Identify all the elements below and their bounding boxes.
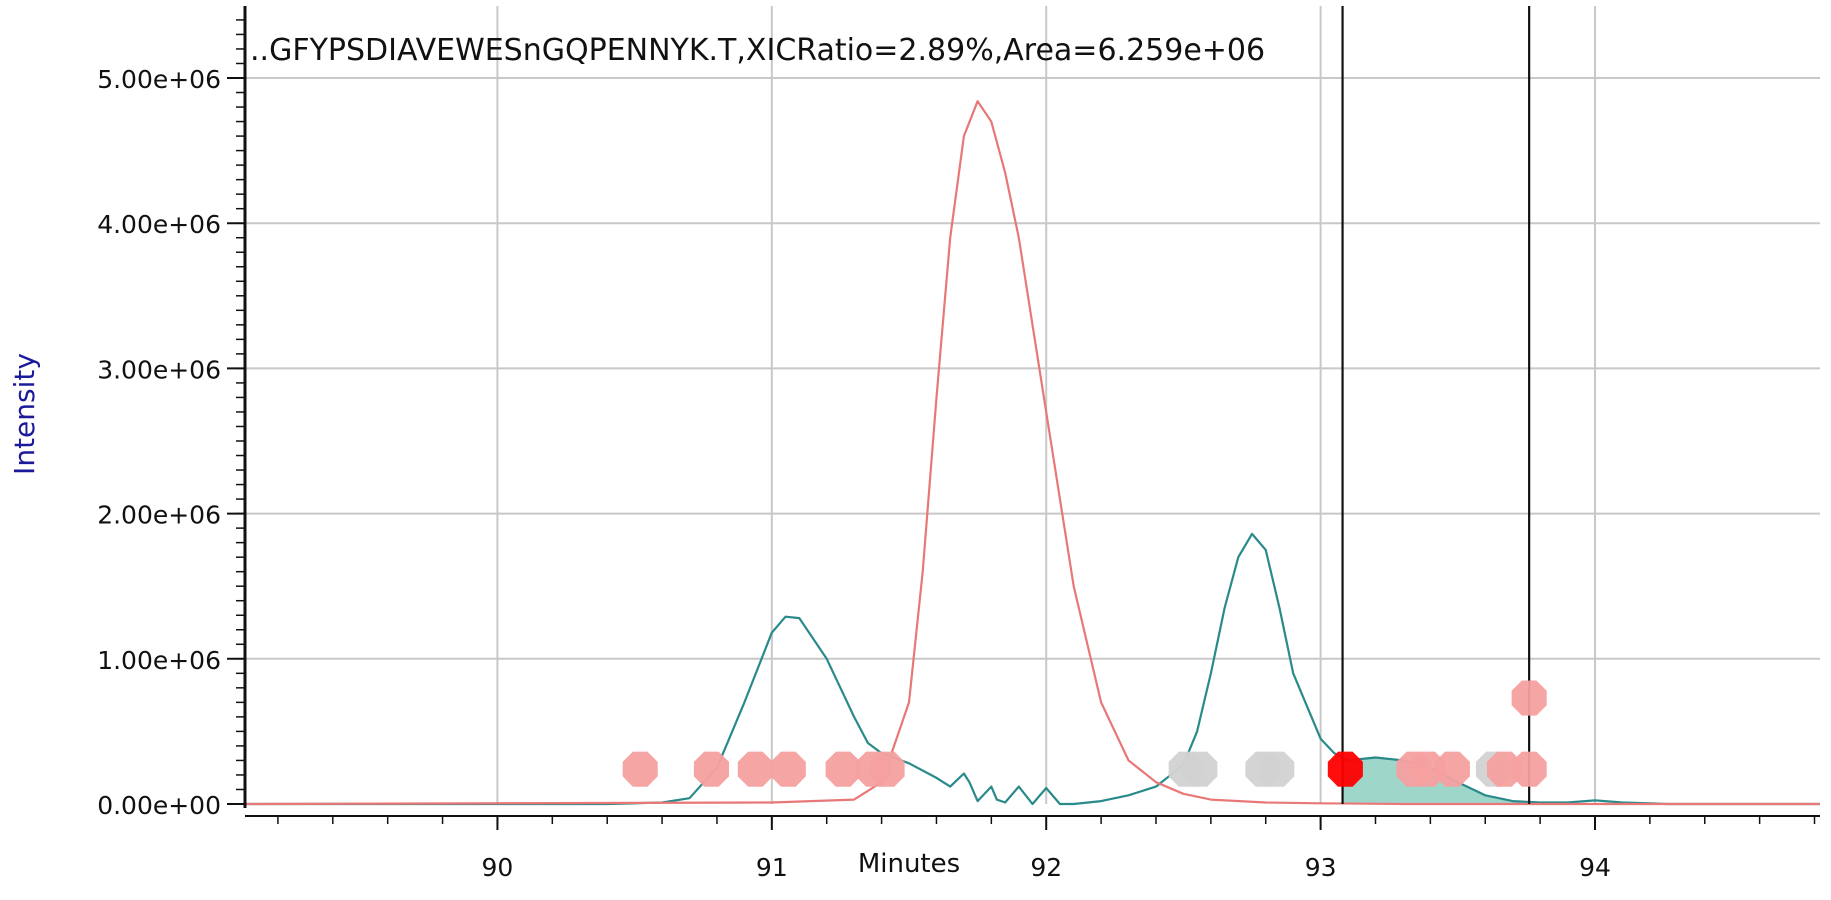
y-tick-label: 4.00e+06	[97, 210, 221, 239]
scan-marker	[770, 751, 806, 787]
scan-marker	[1434, 751, 1470, 787]
chart-title: ..GFYPSDIAVEWESnGQPENNYK.T,XICRatio=2.89…	[250, 33, 1265, 68]
markers	[622, 680, 1547, 787]
scan-marker	[869, 751, 905, 787]
y-tick-label: 0.00e+00	[97, 791, 221, 820]
scan-marker	[693, 751, 729, 787]
x-tick-label: 90	[482, 853, 514, 882]
y-tick-label: 2.00e+06	[97, 501, 221, 530]
y-axis-label: Intensity	[8, 353, 41, 475]
x-tick-label: 91	[756, 853, 788, 882]
scan-marker	[622, 751, 658, 787]
x-tick-label: 94	[1579, 853, 1611, 882]
scan-marker	[825, 751, 861, 787]
scan-marker	[1327, 751, 1363, 787]
scan-marker	[737, 751, 773, 787]
series-line-2	[244, 100, 1820, 806]
y-tick-label: 3.00e+06	[97, 355, 221, 384]
x-tick-label: 92	[1030, 853, 1062, 882]
x-axis-label: Minutes	[858, 849, 960, 879]
axes: 0.00e+00 1.00e+06 2.00e+06 3.00e+06 4.00e+06…	[97, 6, 1820, 882]
boundary-lines	[1341, 6, 1531, 804]
scan-marker	[1182, 751, 1218, 787]
grid	[245, 6, 1820, 804]
scan-marker	[1259, 751, 1295, 787]
y-tick-label: 1.00e+06	[97, 646, 221, 675]
y-tick-label: 5.00e+06	[97, 65, 221, 94]
scan-marker	[1511, 680, 1547, 716]
scan-marker	[1511, 751, 1547, 787]
x-tick-label: 93	[1305, 853, 1337, 882]
